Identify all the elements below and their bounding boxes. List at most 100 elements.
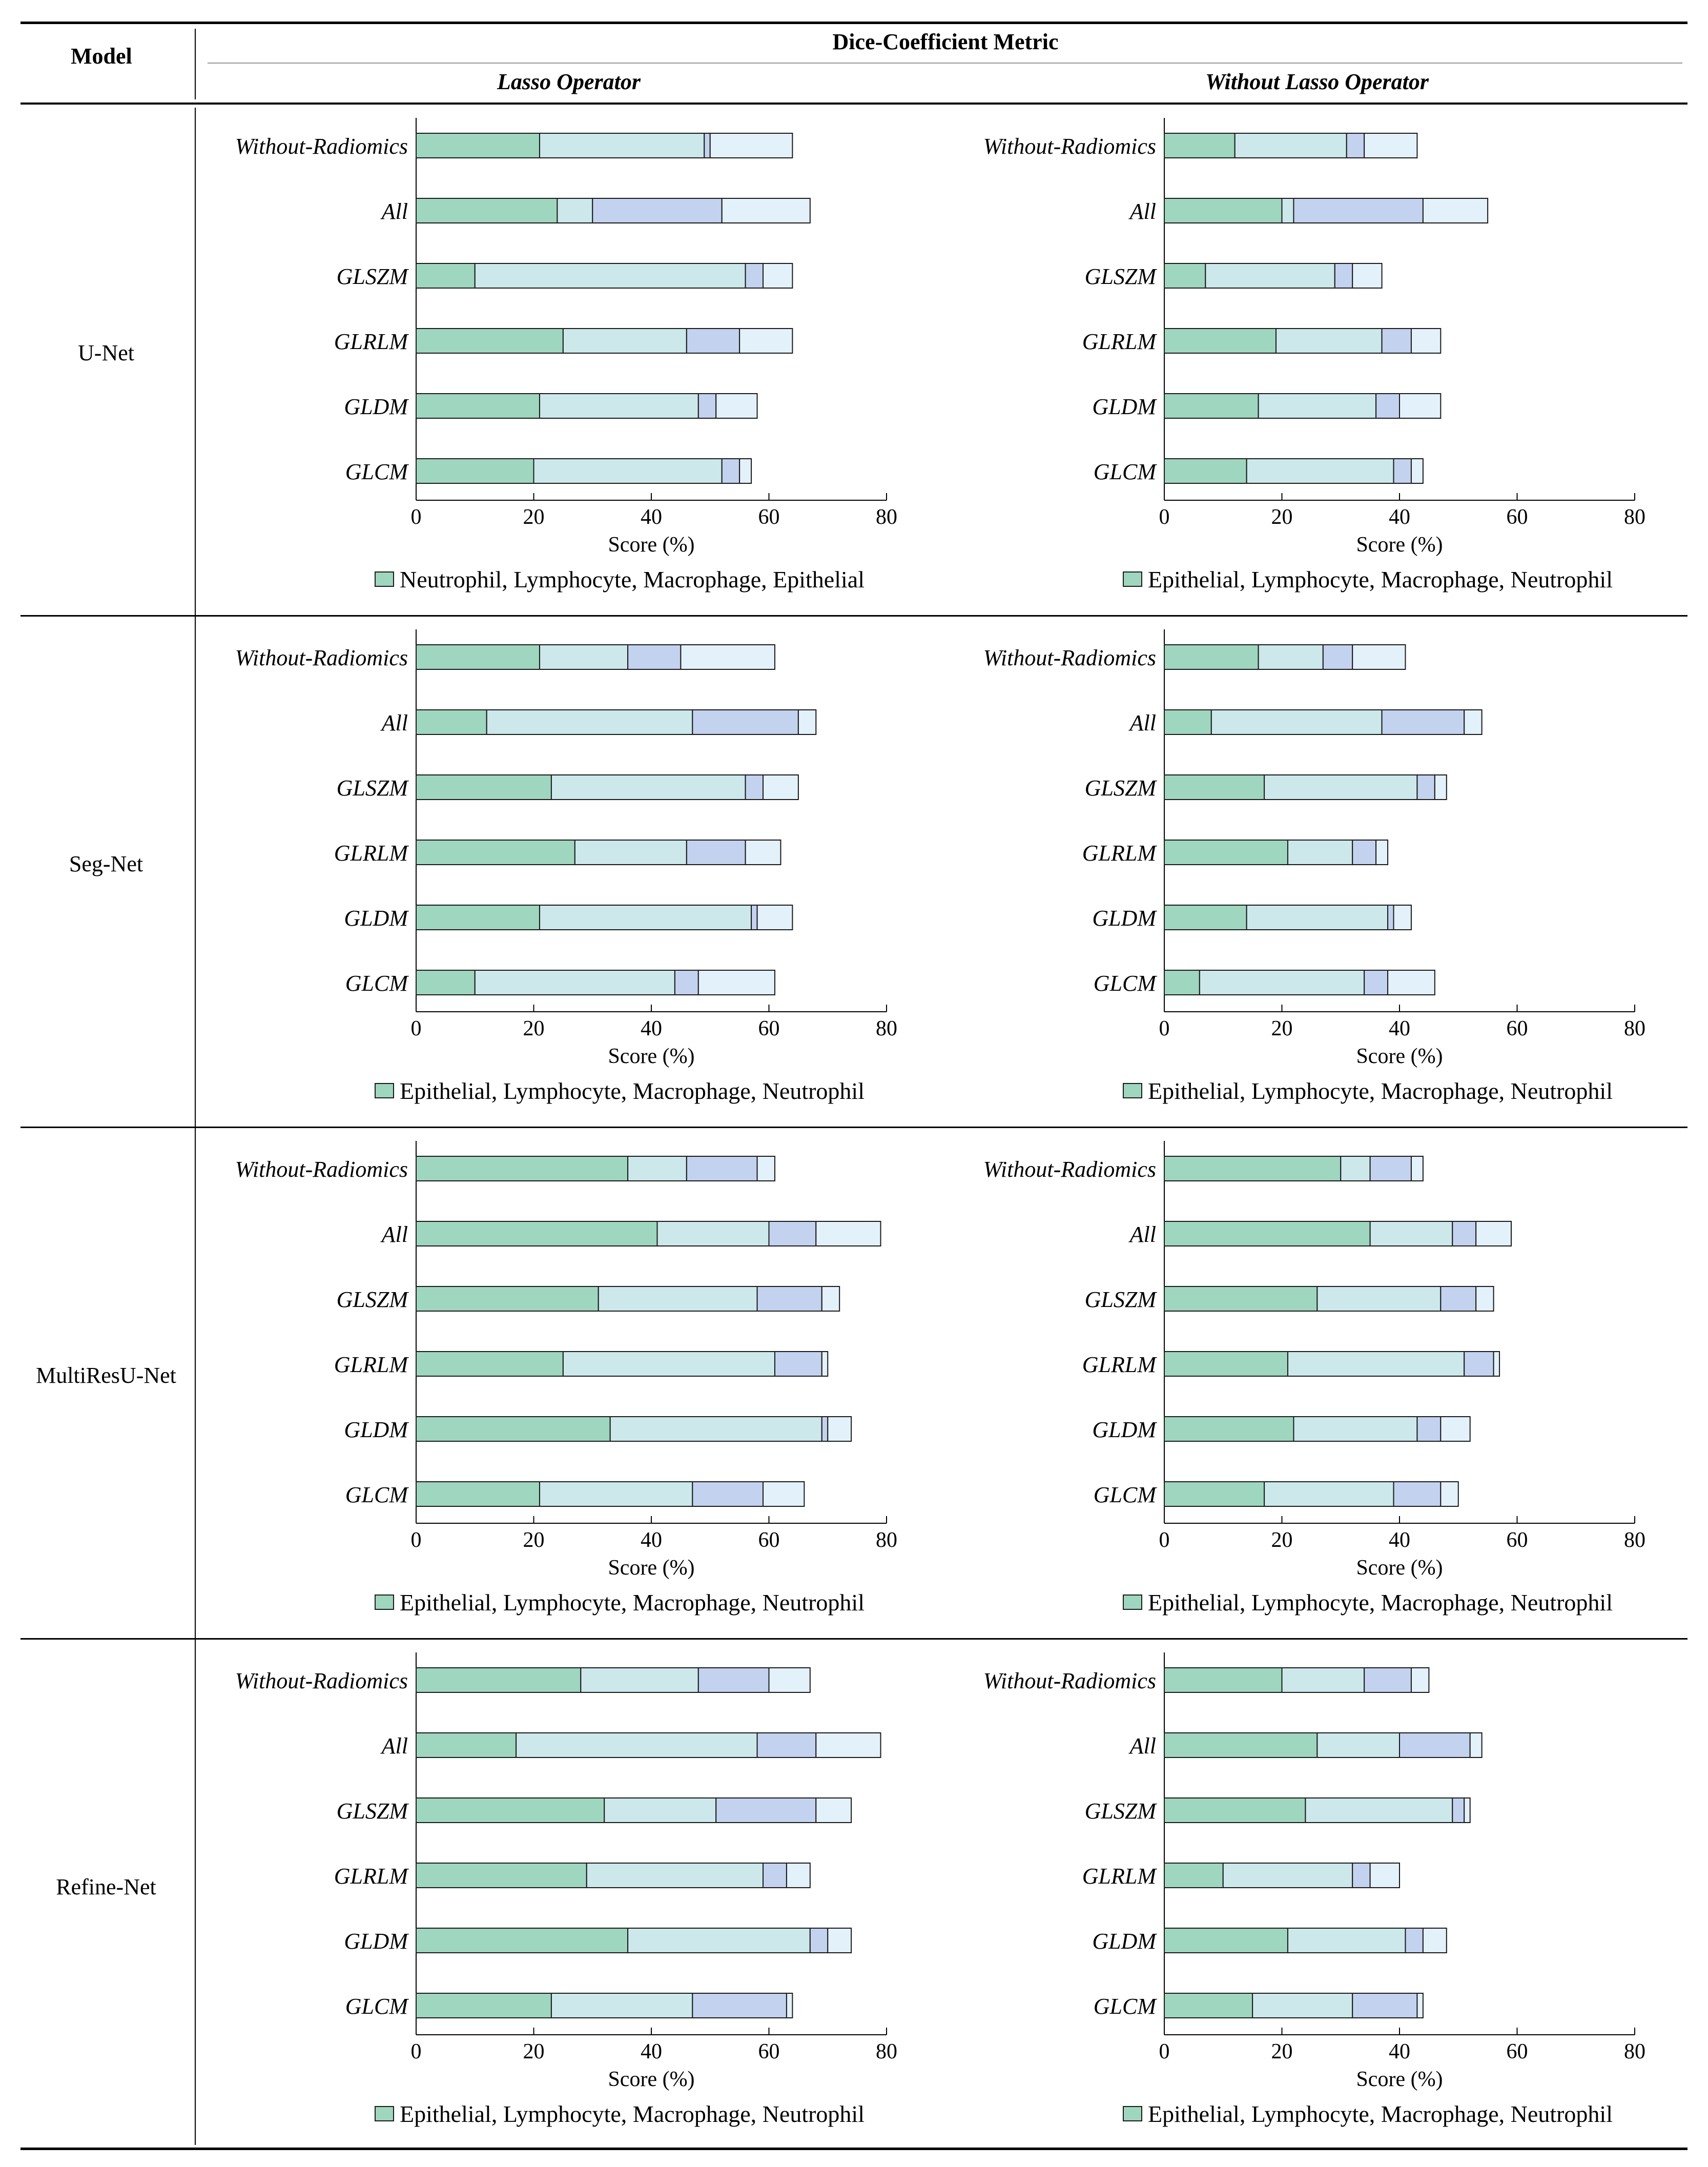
bar-segment	[756, 1286, 822, 1312]
bar-segment	[1364, 970, 1389, 995]
x-tick-label: 0	[1159, 1017, 1170, 1040]
bar-segment	[815, 1797, 852, 1823]
bar-segment	[416, 1863, 587, 1888]
bar-segment	[786, 1993, 793, 2018]
category-label: All	[380, 199, 408, 224]
bar-segment	[416, 1797, 605, 1823]
bar-segment	[1364, 1667, 1412, 1693]
bar-segment	[1164, 1221, 1371, 1246]
bar-segment	[1164, 1797, 1306, 1823]
bar-segment	[1452, 1797, 1465, 1823]
bar-segment	[774, 1351, 822, 1377]
bar-segment	[1164, 1928, 1288, 1953]
category-label: Without-Radiomics	[235, 1157, 408, 1182]
x-tick-label: 80	[876, 1528, 897, 1552]
bar-segment	[1469, 1732, 1483, 1758]
model-label-multiresunet: MultiResU-Net	[36, 1363, 176, 1388]
category-label: GLSZM	[1085, 1287, 1158, 1312]
bar-segment	[745, 774, 764, 800]
bar-segment	[1452, 1221, 1477, 1246]
bar-segment	[1352, 263, 1383, 289]
column-header-without-lasso: Without Lasso Operator	[1205, 69, 1429, 94]
bar-segment	[697, 970, 775, 995]
category-label: GLCM	[345, 1994, 409, 2019]
model-label-unet: U-Net	[78, 340, 134, 365]
bar-segment	[627, 1928, 811, 1953]
bar-segment	[539, 644, 629, 670]
category-label: GLCM	[1094, 1482, 1158, 1507]
x-tick-label: 20	[1271, 505, 1293, 529]
x-tick-label: 80	[876, 505, 897, 529]
bar-segment	[715, 1797, 817, 1823]
bar-segment	[1281, 1667, 1365, 1693]
bar-segment	[1393, 458, 1412, 484]
bar-segment	[1164, 458, 1247, 484]
bar-segment	[562, 328, 687, 354]
bar-segment	[763, 263, 793, 289]
bar-segment	[609, 1416, 822, 1442]
bar-segment	[768, 1667, 811, 1693]
bar-segment	[1258, 393, 1377, 419]
bar-segment	[416, 970, 476, 995]
x-tick-label: 60	[1507, 2040, 1528, 2063]
bar-segment	[416, 393, 540, 419]
category-label: All	[380, 710, 408, 735]
bar-segment	[1399, 1732, 1471, 1758]
bar-segment	[1346, 133, 1365, 158]
bar-segment	[704, 133, 711, 158]
bar-segment	[827, 1928, 852, 1953]
bar-segment	[1164, 1481, 1265, 1507]
bar-segment	[1164, 644, 1259, 670]
top-rule	[20, 22, 1688, 24]
category-label: GLRLM	[334, 1352, 409, 1377]
x-tick-label: 20	[523, 2040, 545, 2063]
x-axis-label: Score (%)	[608, 1556, 694, 1580]
bar-segment	[786, 1863, 811, 1888]
x-tick-label: 0	[411, 505, 422, 529]
bar-segment	[1264, 1481, 1394, 1507]
bar-segment	[416, 1156, 629, 1181]
bar-segment	[1164, 328, 1277, 354]
bar-segment	[416, 1221, 658, 1246]
chart-multiresu-net-no-lasso: 0 20 40 60 80 Score (%) Without-Radiomics All GL…	[983, 1141, 1645, 1616]
x-tick-label: 40	[1389, 505, 1410, 529]
legend-swatch	[375, 1083, 394, 1098]
bar-segment	[1352, 840, 1377, 865]
category-label: All	[1128, 1733, 1156, 1759]
x-tick-label: 20	[523, 1017, 545, 1040]
x-tick-label: 40	[1389, 2040, 1410, 2063]
bar-segment	[1316, 1286, 1442, 1312]
bar-segment	[1234, 133, 1347, 158]
bar-segment	[674, 970, 699, 995]
bar-segment	[751, 905, 758, 930]
bar-segment	[1287, 840, 1353, 865]
bar-segment	[763, 1481, 805, 1507]
bar-segment	[416, 1481, 540, 1507]
bar-segment	[1410, 1156, 1424, 1181]
bar-segment	[1405, 1928, 1424, 1953]
bar-segment	[1164, 133, 1236, 158]
section-divider-2	[20, 1127, 1688, 1128]
chart-multiresu-net-lasso: 0 20 40 60 80 Score (%) Without-Radiomics All GL…	[235, 1141, 897, 1616]
legend-label: Epithelial, Lymphocyte, Macrophage, Neut…	[400, 1078, 865, 1104]
bar-segment	[809, 1928, 829, 1953]
bar-segment	[686, 328, 740, 354]
bar-segment	[1410, 458, 1424, 484]
bar-segment	[756, 1732, 817, 1758]
x-tick-label: 0	[411, 1528, 422, 1552]
bar-segment	[656, 1221, 770, 1246]
bar-segment	[763, 774, 799, 800]
bar-segment	[562, 1351, 775, 1377]
category-label: GLDM	[1092, 1929, 1157, 1954]
model-column-header: Model	[71, 44, 132, 69]
category-label: GLDM	[1092, 906, 1157, 931]
x-axis-label: Score (%)	[608, 533, 694, 557]
x-tick-label: 80	[1624, 1528, 1645, 1552]
bar-segment	[557, 198, 593, 223]
bar-segment	[416, 774, 552, 800]
x-tick-label: 80	[1624, 2040, 1645, 2063]
x-tick-label: 40	[641, 1017, 662, 1040]
bar-segment	[1369, 1221, 1453, 1246]
bar-segment	[416, 133, 540, 158]
bar-segment	[1387, 970, 1435, 995]
